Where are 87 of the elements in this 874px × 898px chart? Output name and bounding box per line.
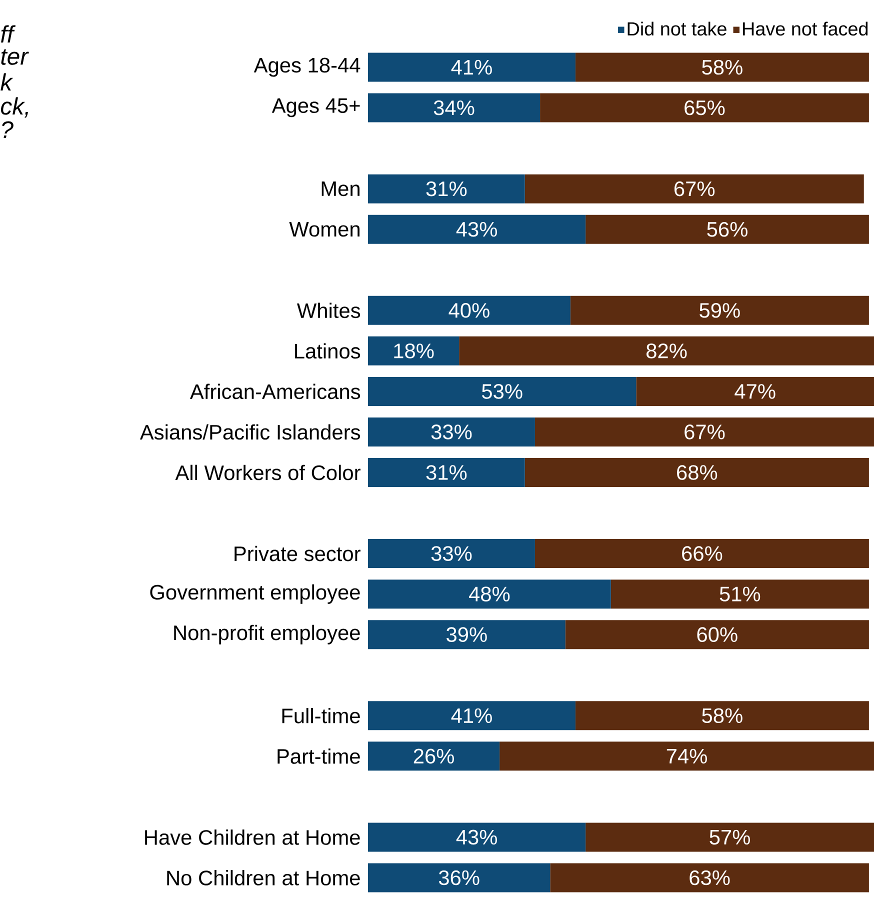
y-tick-label: No Children at Home	[167, 870, 360, 886]
y-tick-label: African-Americans	[190, 384, 360, 400]
y-tick-label: Ages 45+	[272, 98, 360, 118]
bar	[570, 296, 869, 325]
bar	[534, 417, 874, 446]
data-label: 59%	[700, 302, 740, 318]
y-tick-label: Whites	[296, 302, 360, 318]
bar	[565, 620, 869, 650]
bar	[368, 376, 636, 406]
data-label: 33%	[431, 546, 472, 561]
y-tick-label: Part-time	[278, 748, 360, 764]
y-tick-label: Non-profit employee	[174, 624, 360, 644]
data-label: 31%	[426, 465, 467, 480]
y-tick-label: Ages 18-44	[254, 58, 360, 77]
text: ter	[1, 49, 29, 65]
data-label: 56%	[707, 222, 748, 237]
bar	[368, 417, 535, 446]
bar	[368, 93, 540, 122]
y-tick-label: Government employee	[150, 584, 360, 604]
bar	[368, 701, 576, 730]
data-label: 48%	[468, 586, 510, 602]
text: k	[0, 73, 14, 91]
data-label: 26%	[414, 748, 454, 764]
data-label: 43%	[456, 830, 497, 845]
data-label: 39%	[446, 627, 487, 642]
data-label: 82%	[646, 344, 687, 358]
data-label: 68%	[677, 465, 718, 480]
data-label: 40%	[448, 302, 490, 318]
y-tick-label: Latinos	[295, 343, 360, 359]
data-label: 18%	[394, 344, 434, 358]
legend-label: Have not faced	[743, 22, 868, 36]
y-tick-label: Full-time	[282, 708, 360, 724]
data-label: 53%	[482, 384, 522, 399]
legend-label: Did not take	[628, 22, 726, 36]
bar	[368, 620, 566, 650]
bar	[500, 742, 874, 771]
data-label: 34%	[434, 100, 474, 116]
bar	[586, 214, 869, 244]
data-label: 66%	[682, 546, 722, 561]
bar	[368, 458, 525, 487]
data-label: 51%	[720, 586, 760, 602]
data-label: 67%	[684, 424, 725, 440]
data-label: 36%	[438, 870, 480, 886]
bar	[368, 742, 500, 771]
bar	[540, 93, 869, 122]
data-label: 63%	[690, 870, 730, 886]
bar	[368, 539, 535, 568]
text: ?	[2, 121, 14, 138]
data-label: 47%	[734, 384, 776, 399]
bar	[368, 822, 586, 852]
bar	[524, 174, 864, 204]
y-tick-label: Private sector	[234, 546, 360, 562]
data-label: 41%	[451, 60, 492, 75]
bar	[368, 336, 460, 366]
data-label: 43%	[456, 222, 497, 237]
bar	[575, 52, 869, 82]
y-tick-label: Asians/Pacific Islanders	[140, 424, 360, 440]
data-label: 33%	[431, 424, 472, 440]
y-tick-label: Have Children at Home	[145, 830, 360, 845]
bar	[368, 52, 576, 82]
data-label: 57%	[710, 830, 750, 845]
bar	[610, 580, 869, 609]
text: ff	[1, 25, 16, 43]
y-tick-label: Men	[322, 182, 360, 196]
text: ck,	[0, 97, 28, 118]
data-label: 74%	[666, 748, 707, 764]
data-label: 31%	[426, 181, 467, 196]
bar	[636, 376, 874, 406]
bar	[368, 214, 586, 244]
bar	[534, 539, 869, 568]
data-label: 60%	[697, 627, 738, 642]
y-tick-label: All Workers of Color	[175, 464, 360, 480]
data-label: 41%	[451, 708, 492, 723]
data-label: 58%	[702, 708, 742, 724]
bar	[368, 174, 525, 204]
data-label: 58%	[702, 60, 742, 75]
bar	[459, 336, 874, 366]
y-tick-label: Women	[289, 222, 360, 237]
bar	[524, 458, 869, 487]
bar	[575, 701, 869, 730]
bar	[586, 822, 874, 852]
bar	[550, 863, 869, 892]
data-label: 67%	[674, 181, 715, 196]
bar	[368, 863, 550, 892]
bar	[368, 580, 611, 609]
data-label: 65%	[684, 100, 725, 116]
bar	[368, 296, 570, 325]
